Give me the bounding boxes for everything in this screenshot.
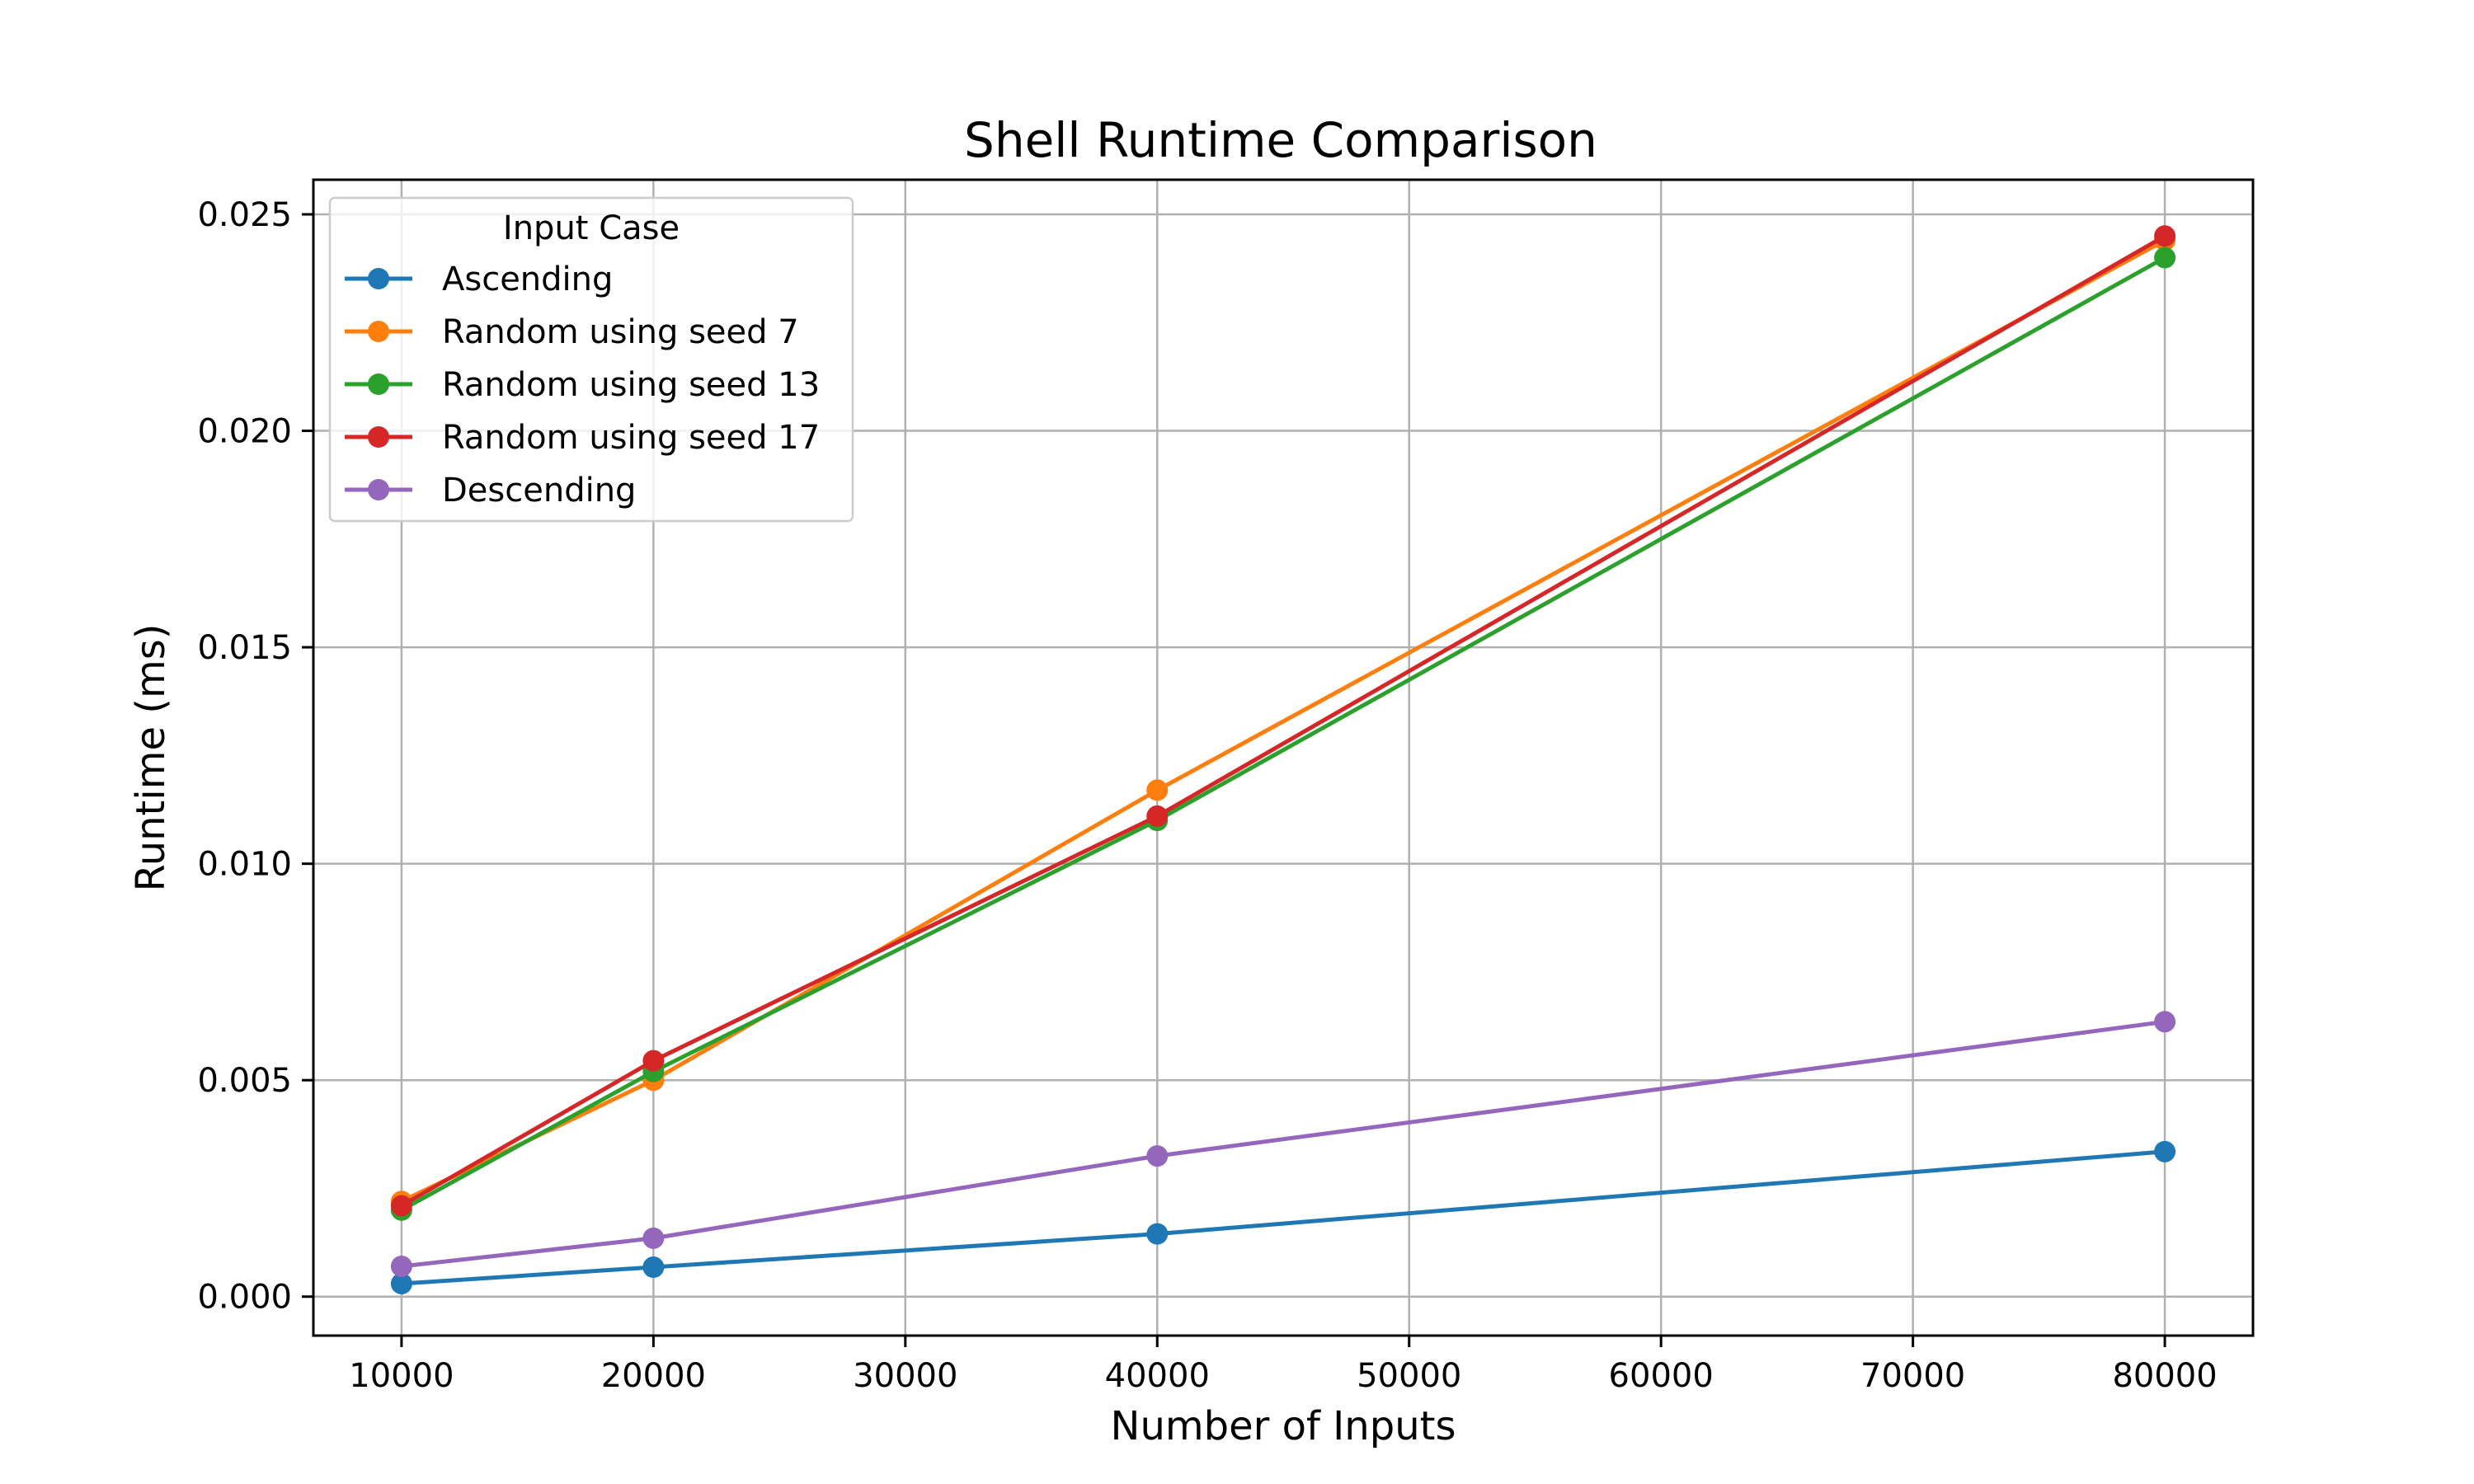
legend-entry: Random using seed 17 <box>345 419 820 457</box>
plot-area-frame <box>312 178 2255 1337</box>
chart-title: Shell Runtime Comparison <box>964 112 1597 168</box>
legend-marker <box>368 479 389 500</box>
y-tick-label: 0.025 <box>197 196 292 234</box>
data-point <box>2154 247 2176 269</box>
data-point <box>1146 805 1169 827</box>
y-tick-label: 0.020 <box>197 413 292 451</box>
legend-box <box>328 196 854 523</box>
legend-label: Random using seed 7 <box>442 313 799 351</box>
legend-label: Ascending <box>442 261 613 298</box>
data-point <box>390 1195 412 1217</box>
series-random-using-seed-17 <box>390 225 2176 1217</box>
y-axis-label: Runtime (ms) <box>128 624 174 892</box>
legend-entry: Ascending <box>345 261 613 298</box>
data-point <box>2154 225 2176 247</box>
y-tick-label: 0.015 <box>197 629 292 667</box>
x-tick-label: 80000 <box>2112 1357 2217 1395</box>
data-point <box>1146 1223 1169 1245</box>
data-point <box>2154 1140 2176 1162</box>
series-group <box>390 225 2176 1294</box>
series-line <box>399 1149 2167 1286</box>
x-tick-label: 10000 <box>349 1357 454 1395</box>
x-tick-label: 20000 <box>601 1357 706 1395</box>
x-tick-label: 40000 <box>1105 1357 1210 1395</box>
legend-label: Random using seed 17 <box>442 419 820 457</box>
data-point <box>1146 779 1169 801</box>
axis-ticks: 10000 20000 30000 40000 50000 60000 70000 80000… <box>197 196 2217 1395</box>
series-line <box>399 256 2167 1213</box>
legend-marker <box>368 268 389 289</box>
y-tick-label: 0.000 <box>197 1279 292 1317</box>
legend: Input Case Ascending Random using seed 7 R… <box>328 196 854 523</box>
x-tick-label: 60000 <box>1609 1357 1714 1395</box>
data-point <box>390 1255 412 1277</box>
grid <box>313 180 2253 1336</box>
legend-title: Input Case <box>503 209 680 247</box>
series-ascending <box>390 1140 2176 1294</box>
series-descending <box>390 1011 2176 1277</box>
legend-label: Descending <box>442 472 636 510</box>
data-point <box>390 1272 412 1294</box>
data-point <box>642 1256 665 1279</box>
data-point <box>2154 1011 2176 1033</box>
series-line <box>399 233 2167 1208</box>
x-tick-label: 50000 <box>1357 1357 1461 1395</box>
legend-marker <box>368 373 389 395</box>
x-tick-label: 70000 <box>1860 1357 1965 1395</box>
legend-label: Random using seed 13 <box>442 366 820 404</box>
legend-entry: Random using seed 13 <box>345 366 820 404</box>
legend-marker <box>368 321 389 342</box>
legend-marker <box>368 426 389 448</box>
legend-entry: Descending <box>345 472 636 510</box>
data-point <box>642 1050 665 1072</box>
y-tick-label: 0.005 <box>197 1062 292 1100</box>
x-axis-label: Number of Inputs <box>1111 1403 1456 1449</box>
data-point <box>642 1227 665 1249</box>
series-line <box>399 1019 2167 1269</box>
legend-entry: Random using seed 7 <box>345 313 799 351</box>
data-point <box>1146 1145 1169 1167</box>
x-tick-label: 30000 <box>853 1357 957 1395</box>
y-tick-label: 0.010 <box>197 846 292 884</box>
